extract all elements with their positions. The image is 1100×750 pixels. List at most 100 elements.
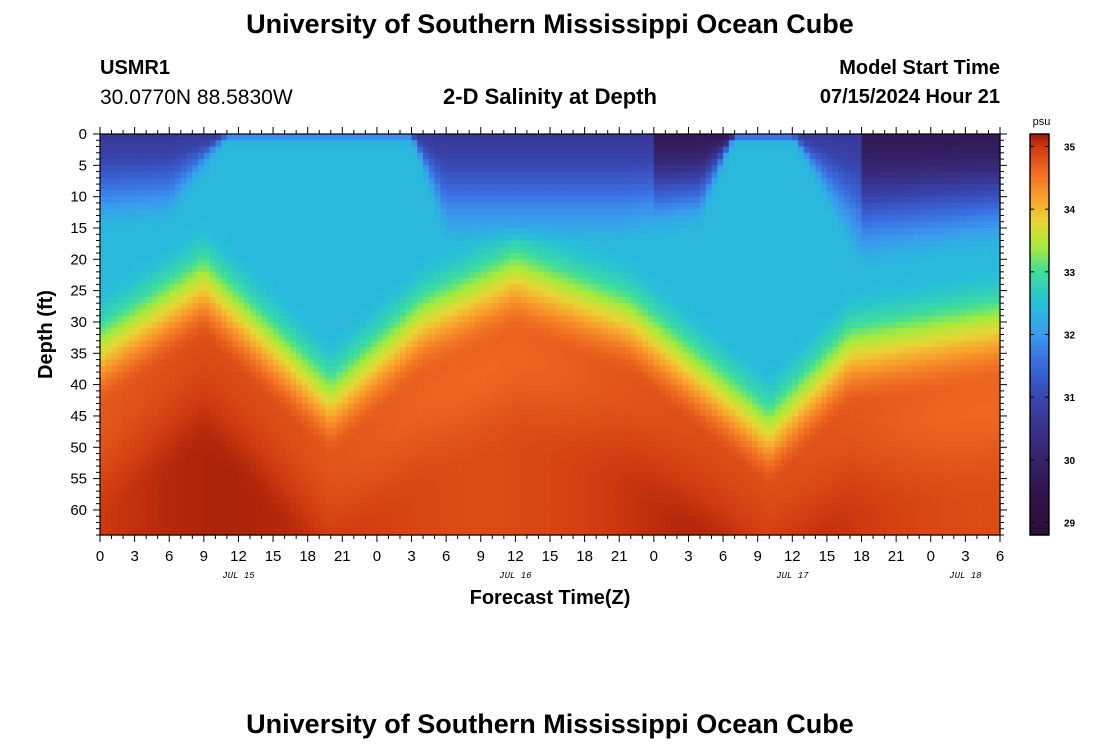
heatmap-cell: [169, 146, 176, 154]
heatmap-cell: [226, 146, 234, 154]
heatmap-cell: [867, 159, 874, 166]
heatmap-cell: [134, 165, 141, 173]
heatmap-cell: [296, 315, 303, 323]
heatmap-cell: [826, 321, 834, 329]
heatmap-cell: [561, 315, 568, 323]
heatmap-cell: [705, 240, 713, 248]
heatmap-cell: [717, 209, 724, 217]
heatmap-cell: [238, 246, 245, 254]
heatmap-cell: [469, 290, 476, 298]
heatmap-cell: [105, 134, 113, 141]
heatmap-cell: [919, 196, 926, 204]
heatmap-cell: [278, 246, 286, 254]
heatmap-cell: [509, 265, 516, 273]
heatmap-cell: [382, 134, 390, 141]
heatmap-cell: [307, 202, 315, 210]
heatmap-cell: [630, 152, 638, 160]
heatmap-cell: [584, 209, 591, 217]
heatmap-cell: [705, 215, 713, 223]
heatmap-cell: [134, 202, 141, 210]
heatmap-cell: [198, 134, 205, 141]
heatmap-cell: [711, 234, 718, 242]
heatmap-cell: [832, 221, 840, 229]
heatmap-cell: [890, 171, 897, 179]
heatmap-cell: [959, 190, 966, 198]
heatmap-cell: [844, 140, 851, 148]
heatmap-cell: [653, 215, 661, 223]
heatmap-cell: [365, 278, 372, 285]
heatmap-cell: [503, 159, 511, 166]
heatmap-cell: [267, 215, 274, 223]
heatmap-cell: [278, 184, 286, 191]
heatmap-cell: [417, 265, 424, 273]
heatmap-cell: [180, 171, 188, 179]
heatmap-cell: [376, 328, 384, 336]
heatmap-cell: [221, 227, 228, 235]
heatmap-cell: [815, 278, 822, 285]
heatmap-cell: [400, 184, 407, 191]
heatmap-cell: [284, 259, 291, 267]
heatmap-cell: [526, 284, 534, 292]
heatmap-cell: [867, 221, 874, 229]
heatmap-cell: [578, 246, 586, 254]
heatmap-cell: [913, 190, 920, 198]
heatmap-cell: [538, 202, 545, 210]
heatmap-cell: [301, 190, 309, 198]
heatmap-cell: [325, 259, 332, 267]
heatmap-cell: [365, 303, 372, 311]
heatmap-cell: [561, 328, 568, 336]
heatmap-cell: [665, 202, 672, 210]
heatmap-cell: [198, 209, 205, 217]
heatmap-cell: [434, 253, 441, 260]
heatmap-cell: [267, 159, 274, 166]
heatmap-cell: [146, 134, 153, 141]
heatmap-cell: [792, 265, 799, 273]
heatmap-cell: [446, 152, 453, 160]
heatmap-cell: [625, 190, 632, 198]
heatmap-cell: [475, 134, 482, 141]
heatmap-cell: [232, 171, 240, 179]
heatmap-cell: [451, 315, 459, 323]
heatmap-cell: [313, 234, 320, 242]
heatmap-cell: [221, 152, 228, 160]
heatmap-cell: [959, 278, 966, 285]
heatmap-cell: [284, 190, 291, 198]
heatmap-cell: [371, 152, 378, 160]
heatmap-cell: [492, 159, 499, 166]
heatmap-cell: [284, 134, 291, 141]
heatmap-cell: [555, 134, 563, 141]
heatmap-cell: [480, 171, 488, 179]
heatmap-cell: [815, 134, 822, 141]
heatmap-cell: [221, 184, 228, 191]
heatmap-cell: [486, 221, 493, 229]
heatmap-cell: [792, 140, 799, 148]
heatmap-cell: [180, 321, 188, 329]
heatmap-cell: [567, 165, 574, 173]
heatmap-cell: [636, 309, 643, 317]
heatmap-cell: [988, 209, 995, 217]
heatmap-cell: [255, 190, 263, 198]
heatmap-cell: [382, 309, 390, 317]
heatmap-cell: [688, 196, 695, 204]
heatmap-cell: [405, 140, 413, 148]
heatmap-cell: [267, 296, 274, 304]
heatmap-cell: [365, 246, 372, 254]
heatmap-cell: [186, 253, 193, 260]
heatmap-cell: [221, 303, 228, 311]
heatmap-cell: [555, 303, 563, 311]
heatmap-cell: [728, 221, 736, 229]
heatmap-cell: [146, 328, 153, 336]
heatmap-cell: [573, 321, 580, 329]
heatmap-cell: [186, 240, 193, 248]
heatmap-cell: [226, 296, 234, 304]
heatmap-cell: [117, 246, 124, 254]
heatmap-cell: [653, 202, 661, 210]
heatmap-cell: [798, 253, 805, 260]
heatmap-cell: [844, 265, 851, 273]
heatmap-cell: [861, 321, 868, 329]
heatmap-cell: [273, 202, 280, 210]
heatmap-cell: [301, 271, 309, 279]
heatmap-cell: [648, 284, 655, 292]
heatmap-cell: [682, 202, 690, 210]
heatmap-cell: [244, 227, 251, 235]
